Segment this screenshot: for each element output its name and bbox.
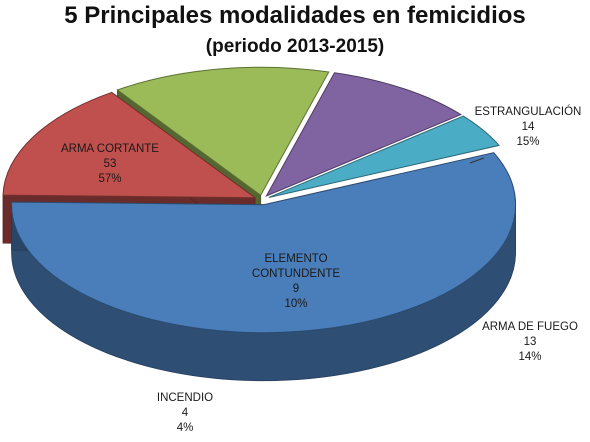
pie-slice-incendio <box>268 115 500 198</box>
leader-line <box>469 157 485 164</box>
data-label-arma-cortante: ARMA CORTANTE 53 57% <box>61 143 159 185</box>
pie-slice-arma-cortante <box>11 152 517 334</box>
data-label-arma-de-fuego: ARMA DE FUEGO 13 14% <box>482 321 578 363</box>
data-label-elemento-contundente: ELEMENTO CONTUNDENTE 9 10% <box>252 253 340 310</box>
pie-slice-elemento-contundente <box>265 72 462 197</box>
pie-slice-estrangulación <box>2 91 257 199</box>
chart-subtitle: (periodo 2013-2015) <box>205 36 385 57</box>
data-label-incendio: INCENDIO 4 4% <box>157 392 213 434</box>
chart-title: 5 Principales modalidades en femicidios <box>64 2 526 29</box>
data-label-estrangulación: ESTRANGULACIÓN 14 15% <box>475 105 582 148</box>
pie-slice-arma-de-fuego <box>116 66 330 197</box>
